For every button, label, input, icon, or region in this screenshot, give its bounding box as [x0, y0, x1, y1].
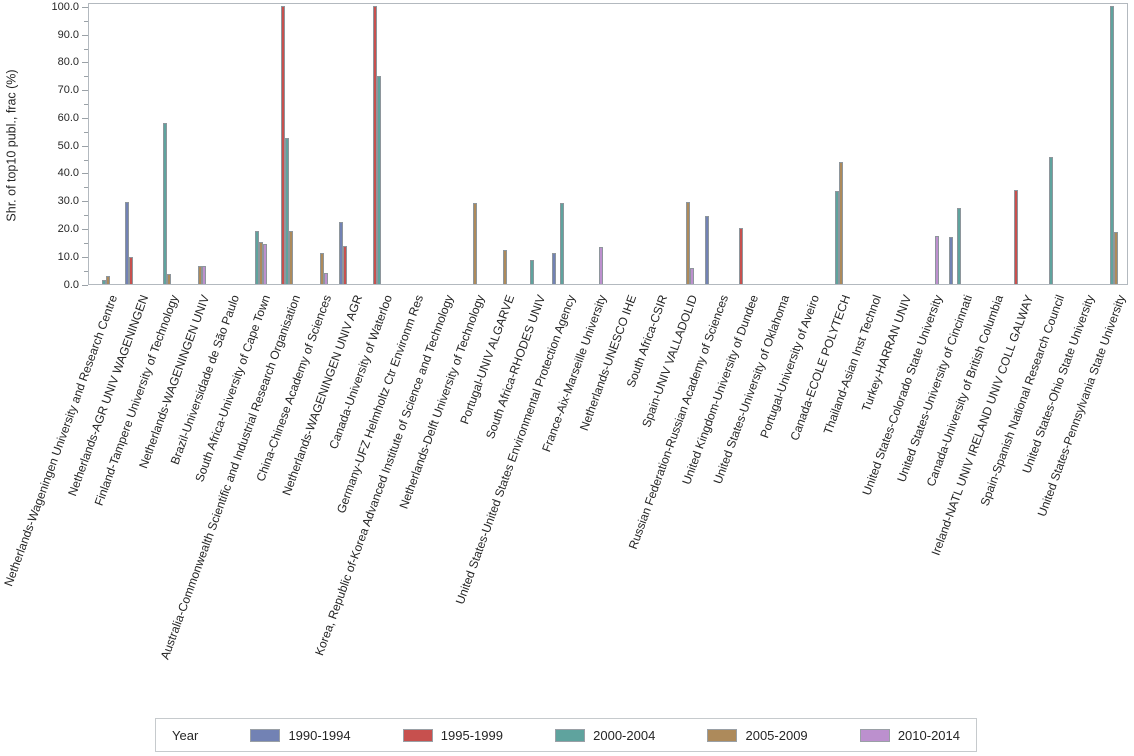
legend-label: 2005-2009 [745, 727, 808, 743]
legend-label: 2000-2004 [593, 727, 656, 743]
y-tick-mark [82, 62, 88, 64]
bar-2010-2014-cat28 [934, 235, 939, 284]
y-minor-tick-mark [84, 20, 88, 22]
legend-entry-1995-1999: 1995-1999 [402, 727, 503, 743]
y-tick-mark [82, 90, 88, 92]
bar-2010-2014-cat20 [690, 267, 695, 284]
legend-swatch-2010-2014 [859, 728, 890, 742]
bar-2005-2009-cat13 [472, 202, 477, 284]
bar-1995-1999-cat9 [342, 245, 347, 284]
bar-2005-2009-cat4 [197, 265, 202, 284]
bar-2000-2004-cat6 [254, 231, 259, 284]
bar-2010-2014-cat17 [598, 247, 603, 284]
bar-2000-2004-cat3 [163, 122, 168, 284]
y-tick-label: 30.0 [57, 195, 79, 208]
bar-2005-2009-cat1 [106, 275, 111, 284]
bar-2005-2009-cat25 [839, 161, 843, 284]
y-minor-tick-mark [84, 242, 88, 244]
plot-area [88, 3, 1128, 285]
legend-swatch-1990-1994 [250, 728, 281, 742]
y-tick-label: 70.0 [57, 84, 79, 97]
y-tick-mark [82, 173, 88, 175]
bar-2010-2014-cat8 [324, 272, 328, 284]
bar-1995-1999-cat2 [128, 256, 133, 284]
y-axis-title: Shr. of top10 publ., frac (%) [4, 69, 19, 222]
legend-swatch-2005-2009 [707, 728, 738, 742]
legend-title: Year [172, 727, 199, 743]
bar-1990-1994-cat16 [552, 253, 557, 284]
y-tick-label: 90.0 [57, 28, 79, 41]
y-tick-mark [82, 229, 88, 230]
bar-1995-1999-cat10 [373, 6, 377, 284]
bar-2000-2004-cat34 [1109, 6, 1114, 284]
y-tick-label: 100.0 [51, 0, 79, 13]
y-tick-label: 80.0 [57, 56, 79, 69]
legend-label: 1990-1994 [288, 727, 351, 743]
y-tick-label: 50.0 [57, 139, 79, 152]
bar-2005-2009-cat20 [686, 202, 691, 284]
y-tick-label: 40.0 [57, 167, 79, 180]
y-minor-tick-mark [84, 215, 88, 217]
bar-2010-2014-cat6 [262, 244, 267, 284]
bar-2005-2009-cat3 [167, 274, 172, 284]
bar-1990-1994-cat9 [338, 221, 343, 284]
bar-2000-2004-cat29 [957, 208, 962, 284]
bar-2000-2004-cat7 [285, 137, 290, 284]
y-minor-tick-mark [84, 48, 88, 50]
bar-2005-2009-cat14 [503, 250, 508, 284]
y-tick-mark [82, 201, 88, 203]
legend-label: 1995-1999 [440, 727, 503, 743]
legend-entry-2000-2004: 2000-2004 [555, 728, 655, 743]
bar-2005-2009-cat7 [289, 231, 294, 284]
bar-2005-2009-cat6 [258, 241, 263, 284]
bar-2000-2004-cat32 [1048, 157, 1053, 284]
y-minor-tick-mark [84, 131, 88, 133]
y-minor-tick-mark [84, 159, 88, 161]
y-tick-label: 10.0 [57, 250, 79, 263]
bar-2000-2004-cat16 [560, 203, 565, 284]
legend-swatch-2000-2004 [555, 728, 586, 742]
y-minor-tick-mark [84, 76, 88, 78]
bar-2000-2004-cat15 [529, 260, 534, 284]
legend-swatch-1995-1999 [402, 728, 433, 742]
bar-2000-2004-cat1 [102, 280, 107, 284]
legend-entry-2005-2009: 2005-2009 [707, 727, 808, 743]
y-tick-mark [82, 34, 88, 36]
bar-2005-2009-cat34 [1113, 232, 1118, 284]
bar-2005-2009-cat8 [320, 252, 324, 284]
bar-2010-2014-cat4 [201, 265, 206, 284]
y-tick-mark [82, 256, 88, 258]
y-tick-mark [82, 117, 88, 119]
legend: Year 1990-1994 1995-1999 2000-2004 2005-200… [155, 718, 977, 752]
bar-1995-1999-cat31 [1014, 189, 1019, 284]
bar-2000-2004-cat25 [835, 190, 839, 284]
y-tick-mark [82, 6, 88, 8]
y-minor-tick-mark [84, 270, 88, 272]
legend-entry-1990-1994: 1990-1994 [250, 727, 351, 743]
bar-1995-1999-cat22 [739, 227, 744, 284]
bar-2000-2004-cat10 [377, 75, 381, 284]
y-tick-label: 20.0 [57, 223, 79, 235]
y-minor-tick-mark [84, 104, 88, 105]
y-tick-mark [82, 145, 88, 147]
y-minor-tick-mark [84, 187, 88, 189]
legend-label: 2010-2014 [897, 727, 960, 743]
bar-1990-1994-cat21 [704, 216, 709, 284]
legend-entry-2010-2014: 2010-2014 [859, 727, 960, 743]
y-tick-label: 60.0 [57, 111, 79, 124]
bar-1990-1994-cat2 [124, 201, 129, 284]
bar-1990-1994-cat29 [949, 236, 954, 284]
y-tick-mark [82, 284, 88, 286]
y-tick-label: 0.0 [63, 278, 79, 291]
bar-1995-1999-cat7 [281, 6, 286, 284]
